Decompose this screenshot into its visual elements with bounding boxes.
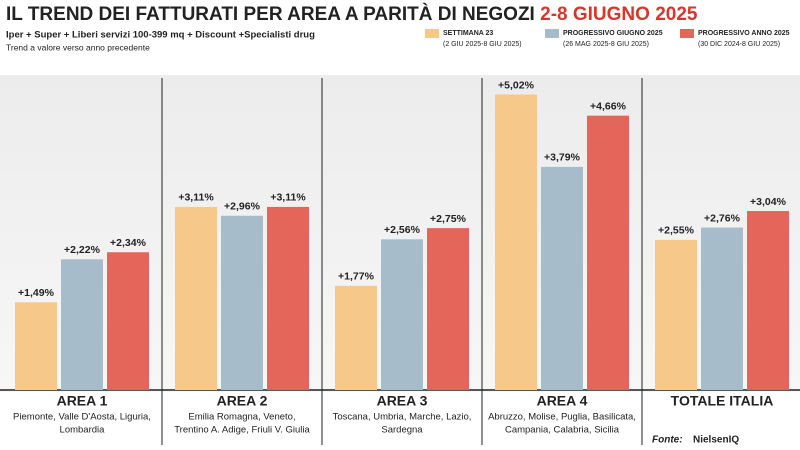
- legend-period: (2 GIU 2025-8 GIU 2025): [443, 41, 522, 48]
- data-label: +3,79%: [544, 152, 581, 164]
- data-label: +3,04%: [750, 196, 787, 208]
- title-main: IL TREND DEI FATTURATI PER AREA A PARITÀ…: [6, 3, 535, 25]
- bar: [587, 115, 629, 390]
- data-label: +1,77%: [338, 271, 375, 283]
- category-description: Sardegna: [381, 425, 423, 436]
- bar: [701, 227, 743, 390]
- category-description: Toscana, Umbria, Marche, Lazio,: [333, 412, 472, 423]
- data-label: +4,66%: [590, 100, 627, 112]
- legend-swatch: [545, 29, 559, 38]
- data-label: +1,49%: [18, 287, 55, 299]
- legend-label: PROGRESSIVO GIUGNO 2025: [563, 30, 663, 37]
- data-label: +2,75%: [430, 213, 467, 225]
- legend-label: SETTIMANA 23: [443, 30, 493, 37]
- bar: [15, 302, 57, 390]
- bar: [267, 206, 309, 390]
- bar: [427, 228, 469, 390]
- bar: [175, 206, 217, 390]
- data-label: +2,22%: [64, 244, 101, 256]
- source: NielsenIQ: [693, 435, 739, 446]
- category-description: Abruzzo, Molise, Puglia, Basilicata,: [488, 412, 636, 423]
- x-tick-label: TOTALE ITALIA: [671, 393, 774, 409]
- bar: [107, 252, 149, 390]
- legend-period: (26 MAG 2025-8 GIU 2025): [563, 41, 649, 48]
- data-label: +3,11%: [270, 192, 306, 204]
- bar: [335, 285, 377, 390]
- chart-title: IL TREND DEI FATTURATI PER AREA A PARITÀ…: [6, 3, 698, 25]
- bar: [61, 259, 103, 390]
- data-label: +2,34%: [110, 237, 147, 249]
- x-tick-label: AREA 3: [377, 393, 428, 409]
- category-description: Lombardia: [60, 425, 106, 436]
- data-label: +3,11%: [178, 192, 214, 204]
- category-description: Campania, Calabria, Sicilia: [505, 425, 620, 436]
- source-label: Fonte:: [652, 435, 683, 446]
- data-label: +2,55%: [658, 225, 695, 237]
- x-tick-label: AREA 1: [57, 393, 108, 409]
- x-tick-label: AREA 4: [537, 393, 588, 409]
- data-label: +2,96%: [224, 201, 261, 213]
- category-description: Trentino A. Adige, Friuli V. Giulia: [174, 425, 310, 436]
- subtitle: Iper + Super + Liberi servizi 100-399 mq…: [6, 30, 315, 41]
- data-label: +5,02%: [498, 79, 535, 91]
- legend-period: (30 DIC 2024-8 GIU 2025): [698, 41, 780, 48]
- bar: [495, 94, 537, 390]
- bar: [221, 215, 263, 390]
- note: Trend a valore verso anno precedente: [6, 42, 150, 52]
- title-highlight: 2-8 GIUGNO 2025: [540, 4, 698, 25]
- data-label: +2,76%: [704, 212, 741, 224]
- data-label: +2,56%: [384, 224, 421, 236]
- legend-swatch: [680, 29, 694, 38]
- legend-label: PROGRESSIVO ANNO 2025: [698, 30, 790, 37]
- bar: [747, 211, 789, 390]
- x-tick-label: AREA 2: [217, 393, 268, 409]
- bar: [381, 239, 423, 390]
- category-description: Emilia Romagna, Veneto,: [188, 412, 295, 423]
- category-description: Piemonte, Valle D'Aosta, Liguria,: [13, 412, 151, 423]
- legend-swatch: [425, 29, 439, 38]
- bar: [655, 239, 697, 390]
- bar: [541, 166, 583, 390]
